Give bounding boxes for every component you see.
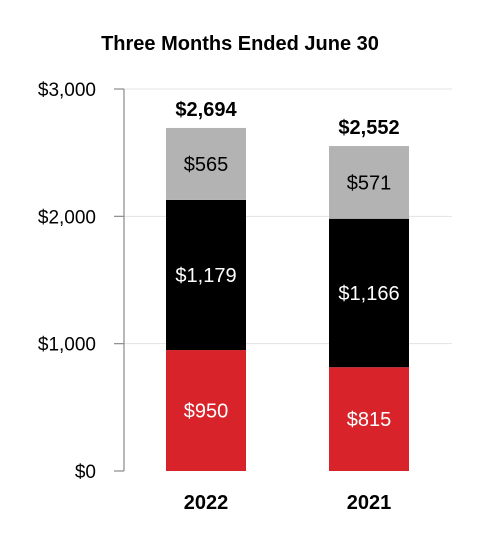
bar-segment	[166, 350, 246, 471]
bar-segment	[329, 218, 409, 368]
y-tick-label: $1,000	[38, 335, 96, 356]
segment-value-label: $950	[184, 401, 229, 423]
chart-title: Three Months Ended June 30	[101, 33, 379, 55]
segment-value-label: $571	[347, 172, 392, 194]
y-tick-label: $3,000	[38, 80, 96, 101]
x-category-label: 2022	[184, 492, 229, 514]
bar-segment	[166, 127, 246, 200]
y-tick-label: $0	[75, 462, 96, 483]
bar-segment	[166, 199, 246, 351]
total-value-label: $2,552	[338, 117, 399, 139]
y-tick-label: $2,000	[38, 207, 96, 228]
x-category-label: 2021	[347, 492, 392, 514]
bar-segment	[329, 367, 409, 471]
bar-segment	[329, 146, 409, 219]
labels: $950 $1,179 $565 $2,694 2022 $815 $1,166 $571 $2…	[175, 99, 399, 514]
y-axis: $0 $1,000 $2,000 $3,000	[38, 80, 125, 483]
segment-value-label: $815	[347, 409, 392, 431]
total-value-label: $2,694	[175, 99, 237, 121]
bars	[166, 127, 409, 471]
segment-value-label: $1,166	[338, 283, 399, 305]
segment-value-label: $565	[184, 154, 229, 176]
segment-value-label: $1,179	[175, 265, 236, 287]
